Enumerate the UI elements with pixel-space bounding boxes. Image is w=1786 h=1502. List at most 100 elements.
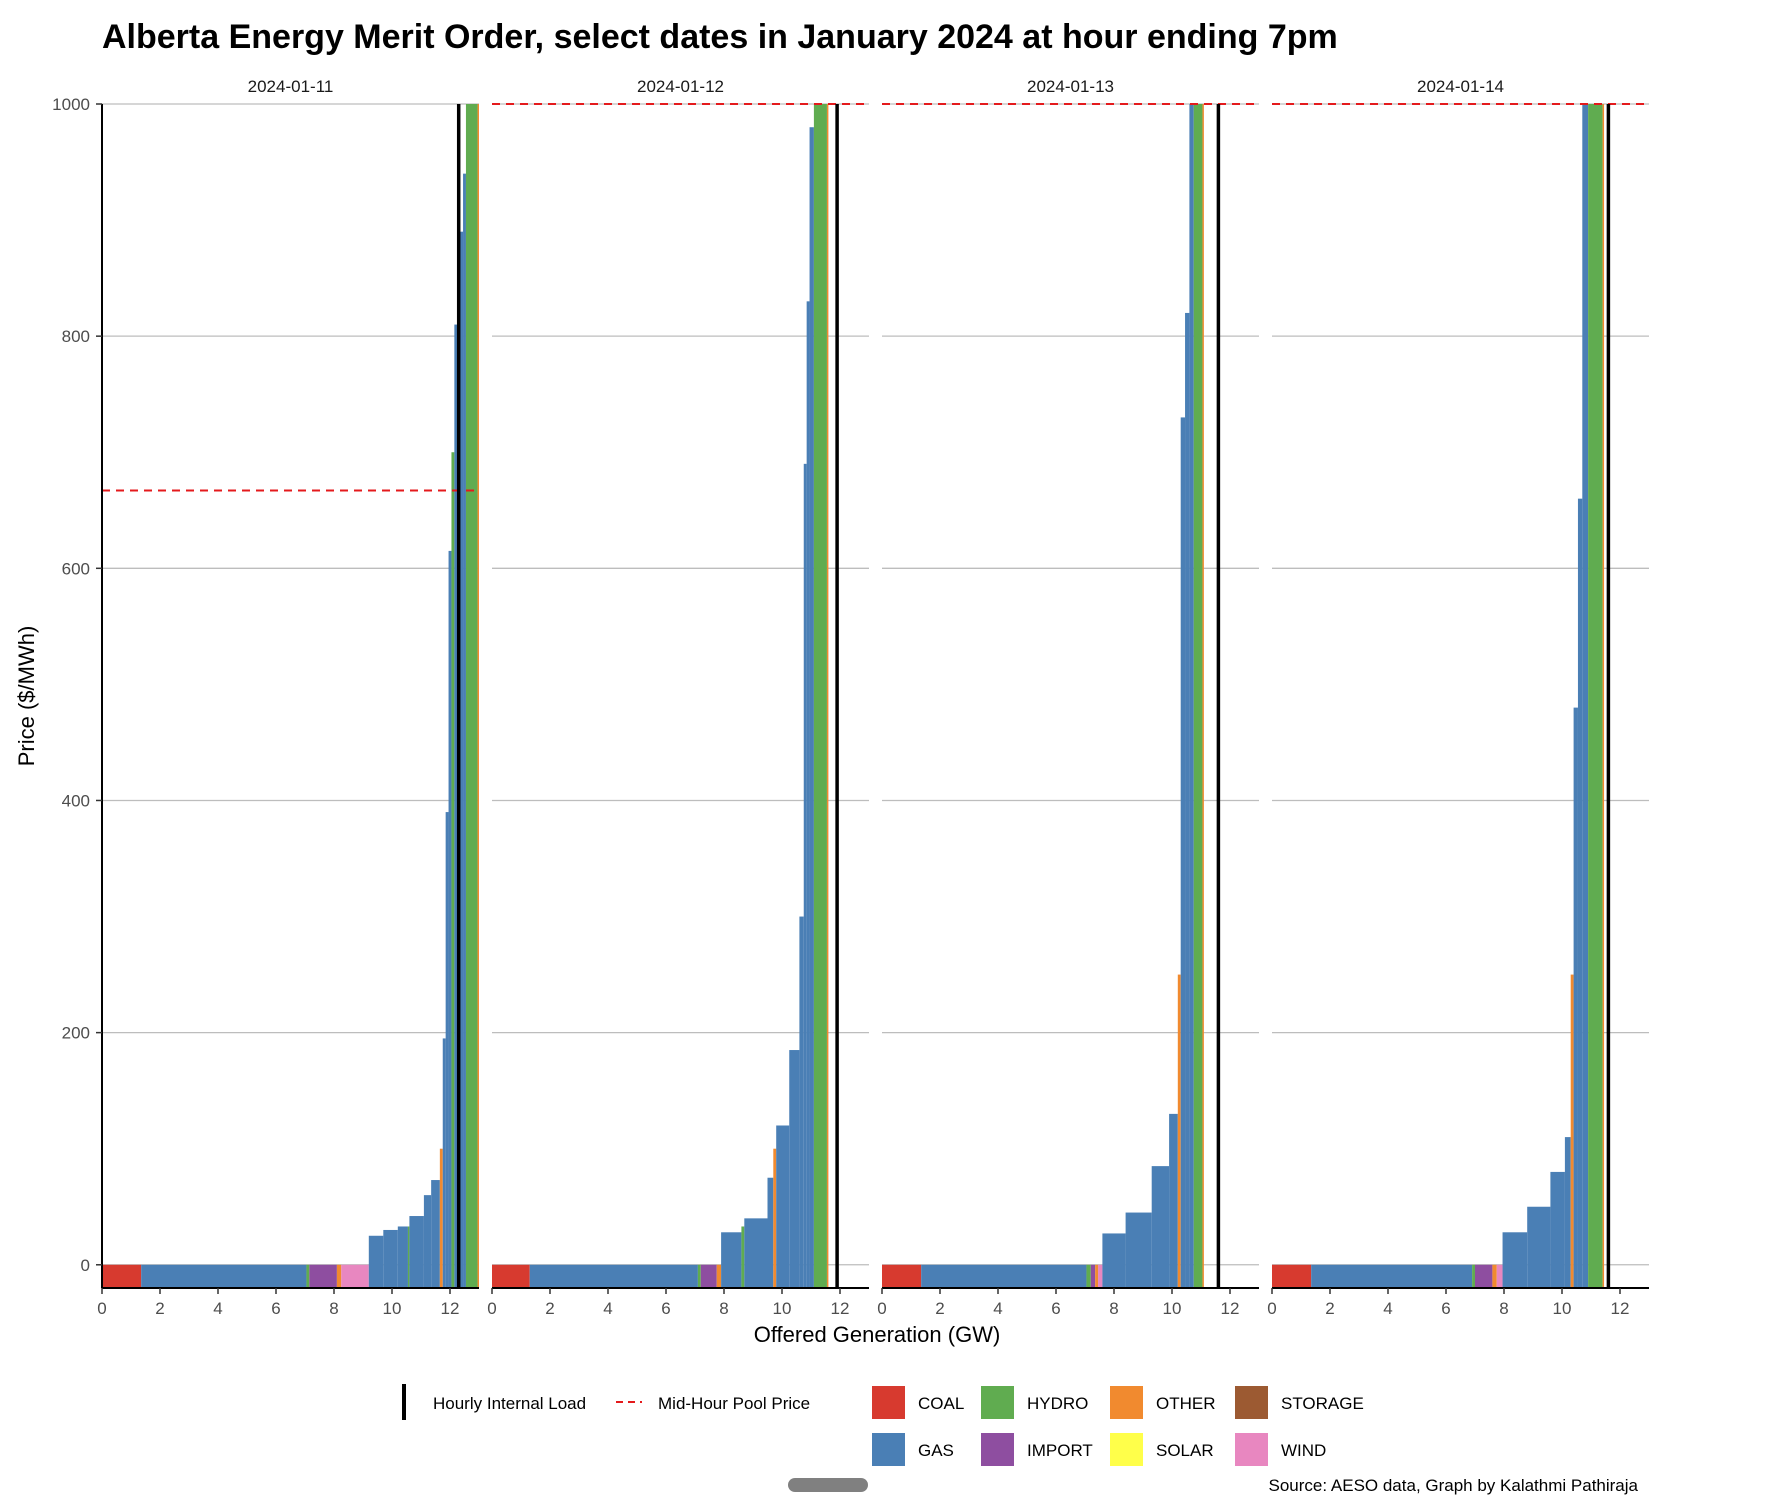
panel-date-label: 2024-01-11: [248, 77, 334, 96]
bar-coal: [1272, 1264, 1312, 1288]
bar-gas: [803, 463, 807, 1288]
x-tick-label: 12: [831, 1299, 850, 1318]
x-tick-label: 2: [935, 1299, 944, 1318]
panel-date-label: 2024-01-12: [637, 77, 724, 96]
bar-gas: [368, 1235, 384, 1288]
bar-hydro: [1588, 104, 1603, 1288]
bar-other: [1570, 974, 1574, 1288]
bar-coal: [102, 1264, 142, 1288]
bar-other: [1177, 974, 1181, 1288]
bar-hydro: [407, 1226, 410, 1288]
bar-gas: [776, 1125, 790, 1288]
legend-label-storage: STORAGE: [1281, 1394, 1364, 1413]
legend-label-import: IMPORT: [1027, 1441, 1093, 1460]
x-tick-label: 2: [545, 1299, 554, 1318]
bar-gas: [423, 1195, 432, 1288]
bar-other: [1602, 104, 1605, 1288]
legend-pool-label: Mid-Hour Pool Price: [658, 1394, 810, 1413]
bar-gas: [1102, 1233, 1126, 1288]
bar-import: [309, 1264, 337, 1288]
source-caption: Source: AESO data, Graph by Kalathmi Pat…: [1268, 1476, 1638, 1495]
bar-other: [336, 1264, 342, 1288]
bar-gas: [789, 1050, 800, 1288]
bar-gas: [529, 1264, 698, 1288]
bar-gas: [397, 1226, 408, 1288]
bar-gas: [463, 173, 466, 1288]
bar-gas: [1125, 1212, 1152, 1288]
bar-gas: [1311, 1264, 1473, 1288]
y-tick-label: 800: [62, 327, 90, 346]
legend-label-coal: COAL: [918, 1394, 964, 1413]
bar-other: [439, 1148, 443, 1288]
bar-other: [773, 1148, 777, 1288]
bar-gas: [921, 1264, 1087, 1288]
x-tick-label: 10: [773, 1299, 792, 1318]
bar-gas: [383, 1229, 398, 1288]
bar-other: [1202, 104, 1204, 1288]
x-tick-label: 4: [993, 1299, 1002, 1318]
y-axis-title: Price ($/MWh): [14, 626, 39, 767]
x-tick-label: 0: [487, 1299, 496, 1318]
scrollbar-handle[interactable]: [788, 1478, 868, 1492]
bar-wind: [341, 1264, 369, 1288]
bar-gas: [744, 1218, 768, 1288]
x-tick-label: 10: [1553, 1299, 1572, 1318]
y-tick-label: 200: [62, 1024, 90, 1043]
bar-gas: [445, 812, 449, 1288]
bar-gas: [409, 1216, 424, 1288]
bar-gas: [1527, 1206, 1551, 1288]
bar-gas: [442, 1038, 446, 1288]
legend-swatch-gas: [872, 1433, 905, 1466]
x-tick-label: 8: [1109, 1299, 1118, 1318]
bar-gas: [1502, 1232, 1528, 1288]
chart-title: Alberta Energy Merit Order, select dates…: [102, 18, 1338, 56]
bar-gas: [1169, 1113, 1178, 1288]
x-tick-label: 8: [719, 1299, 728, 1318]
bar-other: [1492, 1264, 1497, 1288]
bar-gas: [1151, 1166, 1170, 1288]
bar-import: [700, 1264, 717, 1288]
bar-coal: [492, 1264, 530, 1288]
bar-gas: [1550, 1171, 1565, 1288]
legend-swatch-hydro: [981, 1386, 1014, 1419]
bar-hydro: [697, 1264, 701, 1288]
bar-gas: [806, 301, 810, 1288]
bar-gas: [799, 916, 804, 1288]
bar-gas: [1564, 1137, 1571, 1288]
panel-date-label: 2024-01-14: [1417, 77, 1504, 96]
bar-gas: [448, 550, 452, 1288]
x-tick-label: 4: [1383, 1299, 1392, 1318]
x-tick-label: 4: [603, 1299, 612, 1318]
bar-hydro: [741, 1226, 745, 1288]
x-tick-label: 12: [1611, 1299, 1630, 1318]
bar-gas: [809, 127, 814, 1288]
legend-label-solar: SOLAR: [1156, 1441, 1214, 1460]
bar-other: [477, 104, 479, 1288]
legend-swatch-solar: [1110, 1433, 1143, 1466]
x-tick-label: 0: [877, 1299, 886, 1318]
y-tick-label: 400: [62, 791, 90, 810]
bar-gas: [141, 1264, 307, 1288]
bar-gas: [721, 1232, 742, 1288]
bar-gas: [1189, 104, 1194, 1288]
bar-gas: [458, 231, 464, 1288]
bar-gas: [767, 1177, 774, 1288]
x-tick-label: 12: [441, 1299, 460, 1318]
bar-gas: [1573, 707, 1578, 1288]
x-tick-label: 6: [1441, 1299, 1450, 1318]
legend-load-label: Hourly Internal Load: [433, 1394, 586, 1413]
bar-gas: [1185, 312, 1190, 1288]
x-tick-label: 6: [271, 1299, 280, 1318]
x-tick-label: 6: [1051, 1299, 1060, 1318]
legend-label-gas: GAS: [918, 1441, 954, 1460]
bar-other: [716, 1264, 722, 1288]
bar-wind: [1098, 1264, 1103, 1288]
x-tick-label: 8: [329, 1299, 338, 1318]
bar-other: [1095, 1264, 1099, 1288]
x-tick-label: 8: [1499, 1299, 1508, 1318]
x-tick-label: 10: [1163, 1299, 1182, 1318]
legend-label-wind: WIND: [1281, 1441, 1326, 1460]
legend-swatch-import: [981, 1433, 1014, 1466]
x-tick-label: 0: [1267, 1299, 1276, 1318]
